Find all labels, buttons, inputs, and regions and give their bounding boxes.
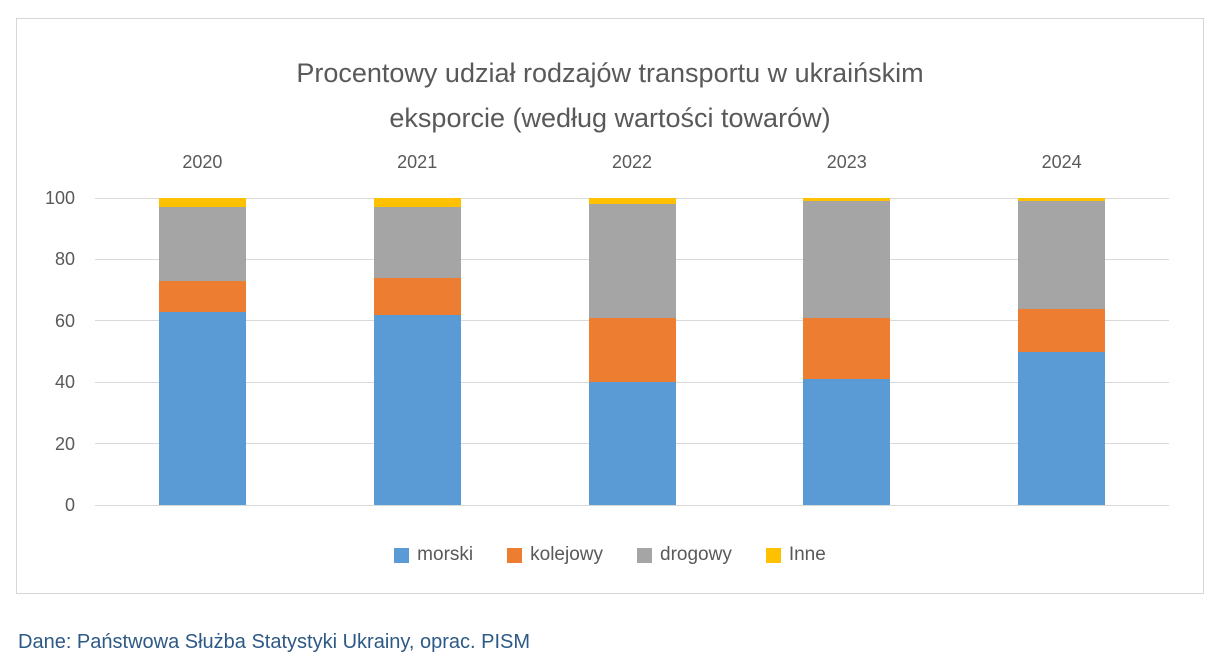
category-label-2020: 2020	[182, 152, 223, 172]
chart-title-line-1: Procentowy udział rodzajów transportu w …	[296, 58, 924, 88]
gridline-0	[95, 504, 1169, 506]
legend-swatch-morski	[394, 547, 410, 563]
source-note: Dane: Państwowa Służba Statystyki Ukrain…	[18, 631, 531, 653]
bar-2022	[588, 198, 676, 505]
legend-label-drogowy: drogowy	[660, 544, 732, 565]
bar-segment-kolejowy-2023	[803, 317, 891, 380]
bar-2023	[803, 198, 891, 505]
bar-segment-Inne-2024	[1018, 198, 1106, 202]
legend: morski kolejowy drogowy Inne	[17, 544, 1203, 566]
bar-segment-kolejowy-2024	[1018, 308, 1106, 352]
bar-segment-Inne-2022	[588, 198, 676, 205]
y-tick-label-0: 0	[64, 495, 75, 515]
bar-segment-drogowy-2020	[158, 207, 246, 281]
legend-item-kolejowy: kolejowy	[507, 544, 603, 566]
gridline-100	[95, 197, 1169, 199]
chart-frame: Procentowy udział rodzajów transportu w …	[16, 18, 1204, 594]
bar-segment-morski-2024	[1018, 351, 1106, 505]
legend-label-Inne: Inne	[788, 544, 826, 565]
bar-segment-morski-2020	[158, 311, 246, 505]
bar-2021	[373, 198, 461, 505]
legend-label-kolejowy: kolejowy	[530, 544, 603, 565]
bar-segment-drogowy-2023	[803, 201, 891, 318]
bar-2020	[158, 198, 246, 505]
y-tick-label-20: 20	[54, 433, 75, 454]
category-label-2021: 2021	[397, 152, 438, 172]
chart-title: Procentowy udział rodzajów transportu w …	[17, 51, 1203, 141]
legend-label-morski: morski	[417, 544, 474, 565]
legend-item-drogowy: drogowy	[637, 544, 732, 566]
bar-2024	[1018, 198, 1106, 505]
chart-title-line-2: eksporcie (według wartości towarów)	[389, 103, 831, 133]
legend-item-Inne: Inne	[765, 544, 826, 566]
legend-swatch-kolejowy	[507, 547, 523, 563]
bar-segment-kolejowy-2020	[158, 280, 246, 312]
bar-segment-Inne-2020	[158, 198, 246, 208]
category-label-2022: 2022	[611, 152, 653, 172]
bar-segment-drogowy-2024	[1018, 201, 1106, 309]
bar-segment-morski-2023	[803, 379, 891, 505]
bar-segment-kolejowy-2021	[373, 277, 461, 315]
y-tick-label-40: 40	[54, 372, 75, 393]
category-label-2024: 2024	[1041, 152, 1082, 172]
legend-swatch-Inne	[765, 547, 781, 563]
bar-segment-morski-2022	[588, 382, 676, 505]
category-label-2023: 2023	[826, 152, 867, 172]
bar-segment-Inne-2023	[803, 198, 891, 202]
legend-swatch-drogowy	[637, 547, 652, 563]
bar-segment-drogowy-2021	[373, 207, 461, 278]
y-tick-label-60: 60	[54, 310, 75, 331]
bar-segment-morski-2021	[373, 314, 461, 505]
bar-segment-drogowy-2022	[588, 204, 676, 318]
y-tick-label-80: 80	[54, 249, 75, 270]
legend-item-morski: morski	[394, 544, 473, 566]
y-tick-label-100: 100	[44, 188, 75, 208]
bar-segment-kolejowy-2022	[588, 317, 676, 383]
bar-segment-Inne-2021	[373, 198, 461, 208]
